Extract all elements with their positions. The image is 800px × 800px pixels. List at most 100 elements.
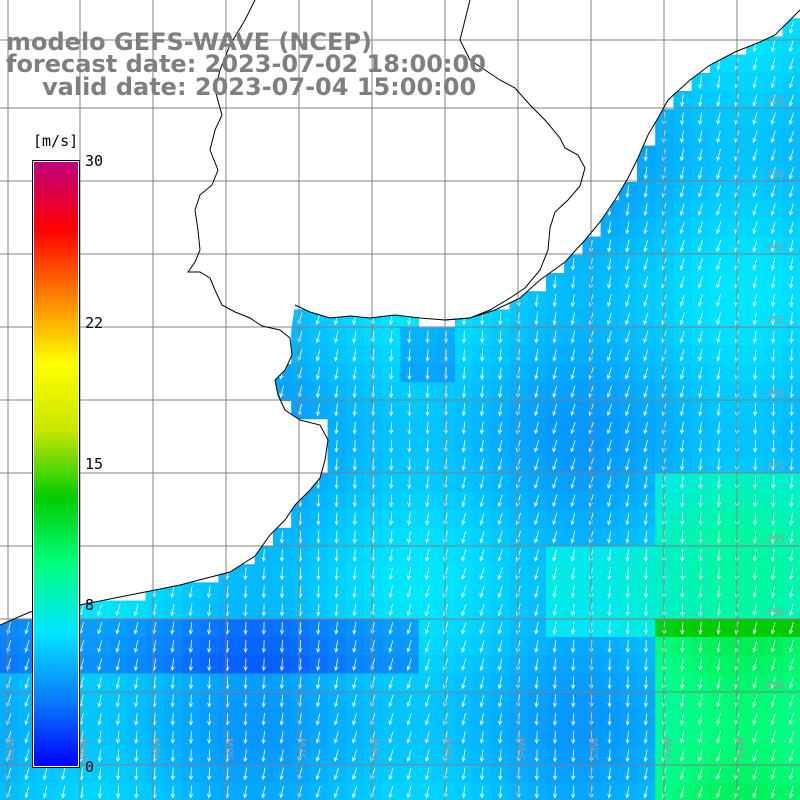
wind-arrow [497, 694, 503, 708]
wind-arrow [679, 767, 685, 781]
wind-arrow [552, 294, 557, 308]
wind-arrow [679, 312, 685, 326]
wind-arrow [261, 749, 266, 763]
wind-arrow [497, 531, 503, 544]
wind-arrow [479, 421, 484, 435]
wind-arrow [789, 567, 794, 581]
wind-arrow [534, 585, 539, 599]
wind-arrow [788, 185, 794, 198]
colorbar-gradient [34, 162, 78, 766]
wind-arrow [679, 749, 685, 763]
wind-arrow [188, 749, 194, 763]
wind-arrow [607, 512, 612, 526]
wind-arrow [753, 476, 758, 490]
wind-arrow [461, 512, 466, 526]
wind-arrow [625, 203, 630, 217]
wind-arrow [389, 403, 394, 417]
wind-arrow [698, 403, 703, 417]
wind-arrow [534, 676, 539, 690]
wind-arrow [643, 330, 649, 344]
wind-arrow [607, 785, 612, 799]
wind-arrow [643, 785, 648, 799]
wind-arrow [497, 494, 503, 508]
wind-arrow [534, 294, 539, 308]
wind-arrow [424, 585, 430, 599]
wind-arrow [97, 622, 103, 635]
wind-arrow [406, 585, 412, 599]
wind-arrow [752, 276, 758, 289]
wind-arrow [770, 94, 776, 107]
wind-arrow [679, 785, 685, 799]
wind-arrow [334, 658, 339, 672]
wind-arrow [279, 385, 285, 398]
wind-arrow [716, 130, 721, 144]
wind-arrow [425, 567, 430, 581]
wind-arrow [788, 94, 794, 107]
wind-arrow [770, 76, 776, 89]
wind-arrow [388, 621, 394, 635]
wind-arrow [352, 658, 357, 672]
wind-arrow [771, 476, 776, 490]
wind-arrow [207, 749, 212, 763]
wind-arrow [261, 731, 266, 744]
wind-arrow [424, 676, 430, 690]
wind-arrow [752, 221, 758, 235]
wind-arrow [461, 458, 466, 471]
wind-arrow [788, 167, 794, 180]
wind-arrow [716, 712, 721, 726]
wind-arrow [134, 712, 139, 726]
wind-arrow [716, 203, 722, 216]
wind-arrow [552, 512, 558, 526]
wind-arrow [625, 330, 631, 344]
wind-arrow [570, 585, 575, 599]
wind-arrow [261, 603, 266, 617]
wind-arrow [498, 712, 503, 726]
wind-arrow [552, 276, 557, 289]
wind-arrow [425, 439, 430, 453]
wind-arrow [497, 622, 503, 635]
wind-arrow [534, 512, 540, 526]
wind-arrow [534, 731, 539, 745]
wind-arrow [407, 494, 412, 508]
wind-arrow [461, 421, 466, 435]
wind-arrow [479, 622, 485, 635]
wind-arrow [570, 640, 576, 653]
wind-arrow [352, 512, 357, 526]
wind-arrow [552, 330, 557, 344]
wind-arrow [697, 276, 703, 289]
wind-arrow [316, 512, 321, 526]
wind-arrow [771, 403, 776, 417]
wind-arrow [24, 676, 30, 690]
wind-arrow [788, 749, 794, 762]
wind-arrow [497, 549, 503, 562]
wind-arrow [279, 767, 284, 781]
wind-arrow [352, 549, 357, 563]
wind-arrow [315, 731, 321, 744]
wind-arrow [643, 203, 648, 217]
wind-arrow [425, 367, 430, 381]
wind-arrow [716, 258, 722, 271]
wind-arrow [716, 75, 721, 89]
colorbar [32, 160, 80, 768]
wind-arrow [570, 567, 575, 581]
wind-arrow [716, 549, 721, 563]
wind-arrow [698, 112, 703, 126]
wind-arrow [789, 403, 794, 417]
wind-arrow [770, 676, 776, 690]
wind-arrow [24, 658, 30, 671]
wind-arrow [789, 312, 794, 326]
wind-arrow [407, 476, 412, 490]
wind-arrow [334, 421, 339, 435]
wind-arrow [352, 749, 358, 762]
wind-arrow [606, 367, 612, 380]
wind-arrow [716, 476, 721, 490]
wind-arrow [625, 785, 630, 799]
wind-arrow [697, 258, 703, 271]
wind-arrow [625, 385, 631, 398]
latitude-label: 37S [765, 461, 784, 472]
colorbar-tick-label: 30 [85, 152, 104, 170]
wind-arrow [680, 603, 685, 617]
wind-arrow [788, 676, 794, 690]
wind-arrow [771, 348, 776, 362]
wind-arrow [479, 676, 485, 690]
